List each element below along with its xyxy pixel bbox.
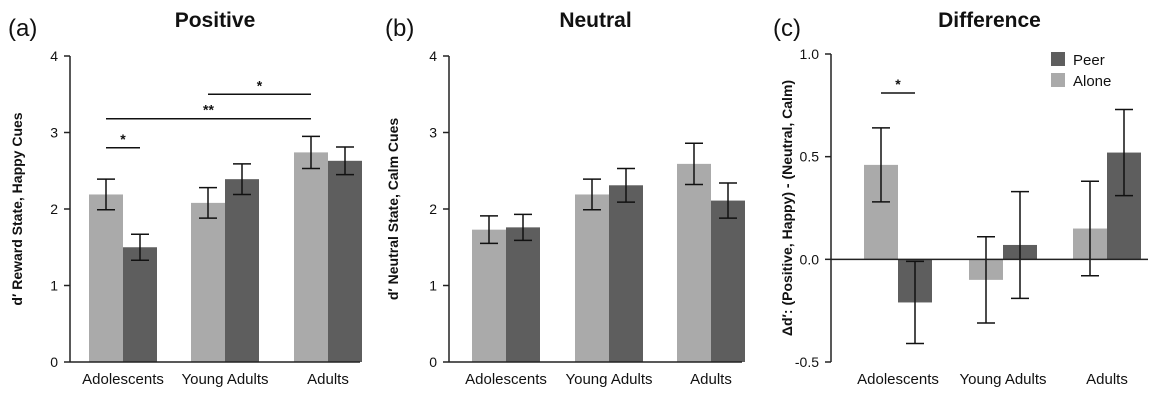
significance-marker: * [257, 77, 263, 93]
legend: Peer Alone [1051, 52, 1111, 90]
panel-1: (a) Positive d′ Reward State, Happy Cues 0 1… [8, 9, 362, 388]
y-tick-label: 1 [429, 278, 437, 294]
panel-label: (a) [8, 15, 37, 42]
category-label: Adults [690, 371, 732, 388]
y-tick-label: -0.5 [795, 354, 819, 370]
y-tick-label: 4 [50, 48, 58, 64]
panel-title: Positive [175, 9, 256, 32]
bar-peer-0 [506, 227, 540, 362]
bar-alone-2 [677, 163, 711, 362]
y-axis-label: d′ Neutral State, Calm Cues [385, 118, 401, 301]
panel-label: (b) [385, 15, 414, 42]
y-axis-label: d′ Reward State, Happy Cues [9, 112, 25, 305]
y-tick-label: 3 [50, 125, 58, 141]
significance-marker: ** [203, 102, 214, 118]
y-axis-label: Δd′: (Positive, Happy) - (Neutral, Calm) [779, 80, 795, 336]
category-label: Adults [1086, 371, 1128, 388]
bar-peer-1 [609, 185, 643, 362]
category-label: Adults [307, 371, 349, 388]
y-tick-label: 3 [429, 125, 437, 141]
panel-title: Neutral [559, 9, 631, 32]
category-label: Young Adults [959, 371, 1046, 388]
y-tick-label: 2 [429, 201, 437, 217]
category-label: Adolescents [465, 371, 547, 388]
legend-label-alone: Alone [1073, 73, 1111, 90]
y-tick-label: 4 [429, 48, 437, 64]
significance-marker: * [895, 76, 901, 92]
bar-peer-1 [225, 179, 259, 362]
panel-label: (c) [773, 15, 801, 42]
panel-2: (b) Neutral d′ Neutral State, Calm Cues 0 1 2… [385, 9, 745, 388]
panel-3: (c) Difference Δd′: (Positive, Happy) - (N… [773, 9, 1148, 388]
category-label: Adolescents [857, 371, 939, 388]
legend-swatch-alone [1051, 73, 1065, 87]
bar-alone-0 [89, 194, 123, 362]
y-tick-label: 0.5 [800, 149, 820, 165]
bar-alone-1 [575, 194, 609, 362]
category-label: Young Adults [565, 371, 652, 388]
legend-swatch-peer [1051, 52, 1065, 66]
significance-marker: * [120, 131, 126, 147]
category-label: Young Adults [181, 371, 268, 388]
bar-alone-0 [472, 229, 506, 362]
y-tick-label: 0.0 [800, 251, 820, 267]
bar-peer-2 [328, 160, 362, 362]
legend-label-peer: Peer [1073, 52, 1105, 69]
bar-alone-2 [294, 152, 328, 362]
bar-peer-0 [123, 247, 157, 362]
y-tick-label: 0 [429, 354, 437, 370]
y-tick-label: 1 [50, 278, 58, 294]
y-tick-label: 2 [50, 201, 58, 217]
y-tick-label: 0 [50, 354, 58, 370]
panel-title: Difference [938, 9, 1041, 32]
category-label: Adolescents [82, 371, 164, 388]
y-tick-label: 1.0 [800, 46, 820, 62]
bar-peer-2 [711, 200, 745, 362]
bar-alone-1 [191, 202, 225, 362]
